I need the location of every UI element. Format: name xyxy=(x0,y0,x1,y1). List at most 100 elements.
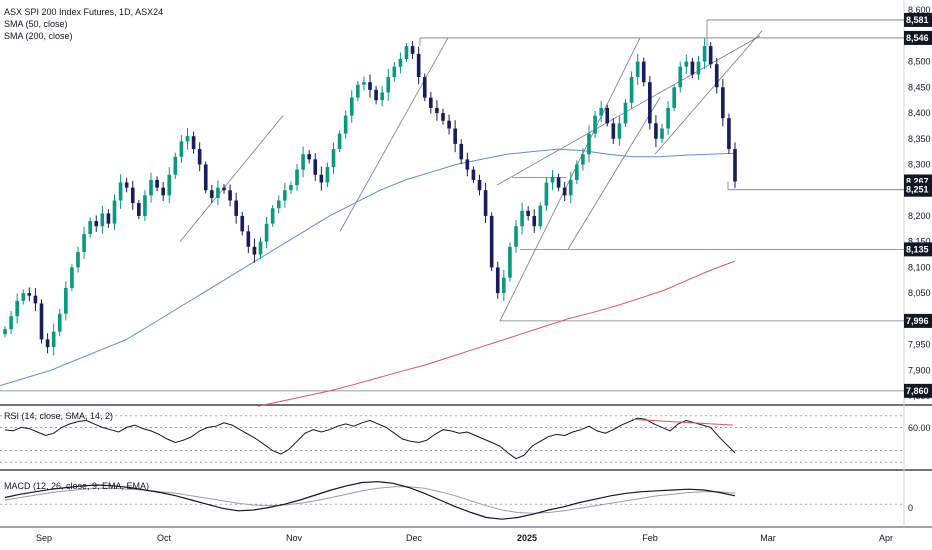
candle[interactable] xyxy=(374,89,378,101)
candle[interactable] xyxy=(435,107,439,114)
candle[interactable] xyxy=(15,300,19,317)
candle[interactable] xyxy=(672,87,676,108)
candle[interactable] xyxy=(471,169,476,180)
candle[interactable] xyxy=(398,59,403,67)
candle[interactable] xyxy=(112,200,117,224)
candle[interactable] xyxy=(276,200,281,209)
candle[interactable] xyxy=(100,213,105,227)
candle[interactable] xyxy=(568,179,573,196)
candle[interactable] xyxy=(532,215,537,227)
candle[interactable] xyxy=(368,82,372,90)
macd-panel[interactable] xyxy=(0,481,904,520)
candle[interactable] xyxy=(459,143,464,160)
rsi-divergence-line[interactable] xyxy=(631,418,734,426)
drawings[interactable] xyxy=(0,19,904,392)
price-axis[interactable]: 8,6008,5508,5008,4508,4008,3508,3008,250… xyxy=(908,5,931,401)
candle[interactable] xyxy=(313,159,318,175)
candle[interactable] xyxy=(33,295,38,304)
candle[interactable] xyxy=(124,182,129,188)
candle[interactable] xyxy=(422,77,427,98)
candle[interactable] xyxy=(343,115,348,134)
candle[interactable] xyxy=(666,107,670,129)
candle[interactable] xyxy=(45,339,50,348)
candle[interactable] xyxy=(562,187,567,196)
trend-line[interactable] xyxy=(654,30,763,155)
candle[interactable] xyxy=(483,190,488,216)
candle[interactable] xyxy=(629,77,634,103)
candle[interactable] xyxy=(356,84,360,98)
candle[interactable] xyxy=(611,123,616,139)
candle[interactable] xyxy=(654,123,658,139)
candle[interactable] xyxy=(575,164,579,180)
candle[interactable] xyxy=(648,82,652,124)
candle[interactable] xyxy=(733,149,737,182)
candle[interactable] xyxy=(684,61,689,67)
rsi-legend[interactable]: RSI (14, close, SMA, 14, 2) xyxy=(4,411,113,421)
candle[interactable] xyxy=(252,246,257,255)
candle[interactable] xyxy=(130,187,135,204)
macd-line[interactable] xyxy=(4,481,736,520)
candle[interactable] xyxy=(678,66,683,88)
candle[interactable] xyxy=(337,133,342,150)
candle[interactable] xyxy=(660,128,664,139)
candle[interactable] xyxy=(70,267,74,288)
candle[interactable] xyxy=(392,66,397,78)
candle[interactable] xyxy=(82,233,86,252)
candles[interactable] xyxy=(3,38,737,356)
trend-line[interactable] xyxy=(179,115,284,242)
candle[interactable] xyxy=(27,293,32,296)
candle[interactable] xyxy=(702,46,707,62)
candle[interactable] xyxy=(410,46,415,54)
candle[interactable] xyxy=(605,107,610,124)
candle[interactable] xyxy=(51,331,56,348)
candle[interactable] xyxy=(118,182,123,201)
candle[interactable] xyxy=(203,164,208,191)
candle[interactable] xyxy=(289,185,293,191)
candle[interactable] xyxy=(234,200,238,216)
trend-line[interactable] xyxy=(567,97,661,250)
candle[interactable] xyxy=(538,205,543,227)
candle[interactable] xyxy=(39,303,44,340)
rsi-panel[interactable] xyxy=(0,415,904,463)
candle[interactable] xyxy=(210,190,214,198)
candle[interactable] xyxy=(587,133,591,155)
candle[interactable] xyxy=(641,61,646,83)
candle[interactable] xyxy=(264,223,269,242)
candle[interactable] xyxy=(64,287,68,314)
candle[interactable] xyxy=(21,293,26,301)
candle[interactable] xyxy=(429,97,433,108)
candle[interactable] xyxy=(721,87,725,119)
candle[interactable] xyxy=(295,169,299,186)
candle[interactable] xyxy=(544,182,549,206)
trend-line[interactable] xyxy=(499,37,641,322)
candle[interactable] xyxy=(283,190,287,201)
candle[interactable] xyxy=(635,61,640,78)
candle[interactable] xyxy=(185,136,190,142)
candle[interactable] xyxy=(727,118,731,150)
rsi-line[interactable] xyxy=(4,417,736,460)
candle[interactable] xyxy=(325,167,330,183)
candle[interactable] xyxy=(526,210,530,216)
candle[interactable] xyxy=(76,251,80,268)
candle[interactable] xyxy=(270,208,275,224)
candle[interactable] xyxy=(143,195,147,216)
candle[interactable] xyxy=(319,174,324,183)
candle[interactable] xyxy=(404,46,409,60)
sma200-legend[interactable]: SMA (200, close) xyxy=(4,31,73,41)
candle[interactable] xyxy=(617,123,622,139)
chart-title[interactable]: ASX SPI 200 Index Futures, 1D, ASX24 xyxy=(4,7,163,17)
candle[interactable] xyxy=(197,149,202,165)
macd-signal-line[interactable] xyxy=(4,486,736,514)
candle[interactable] xyxy=(581,154,585,165)
candle[interactable] xyxy=(380,92,384,101)
candle[interactable] xyxy=(502,277,506,294)
candle[interactable] xyxy=(155,179,159,188)
candle[interactable] xyxy=(301,154,305,170)
candle[interactable] xyxy=(489,215,494,268)
candle[interactable] xyxy=(386,77,391,93)
candle[interactable] xyxy=(514,226,518,247)
candle[interactable] xyxy=(167,174,172,196)
candle[interactable] xyxy=(623,102,628,124)
candle[interactable] xyxy=(307,154,311,160)
